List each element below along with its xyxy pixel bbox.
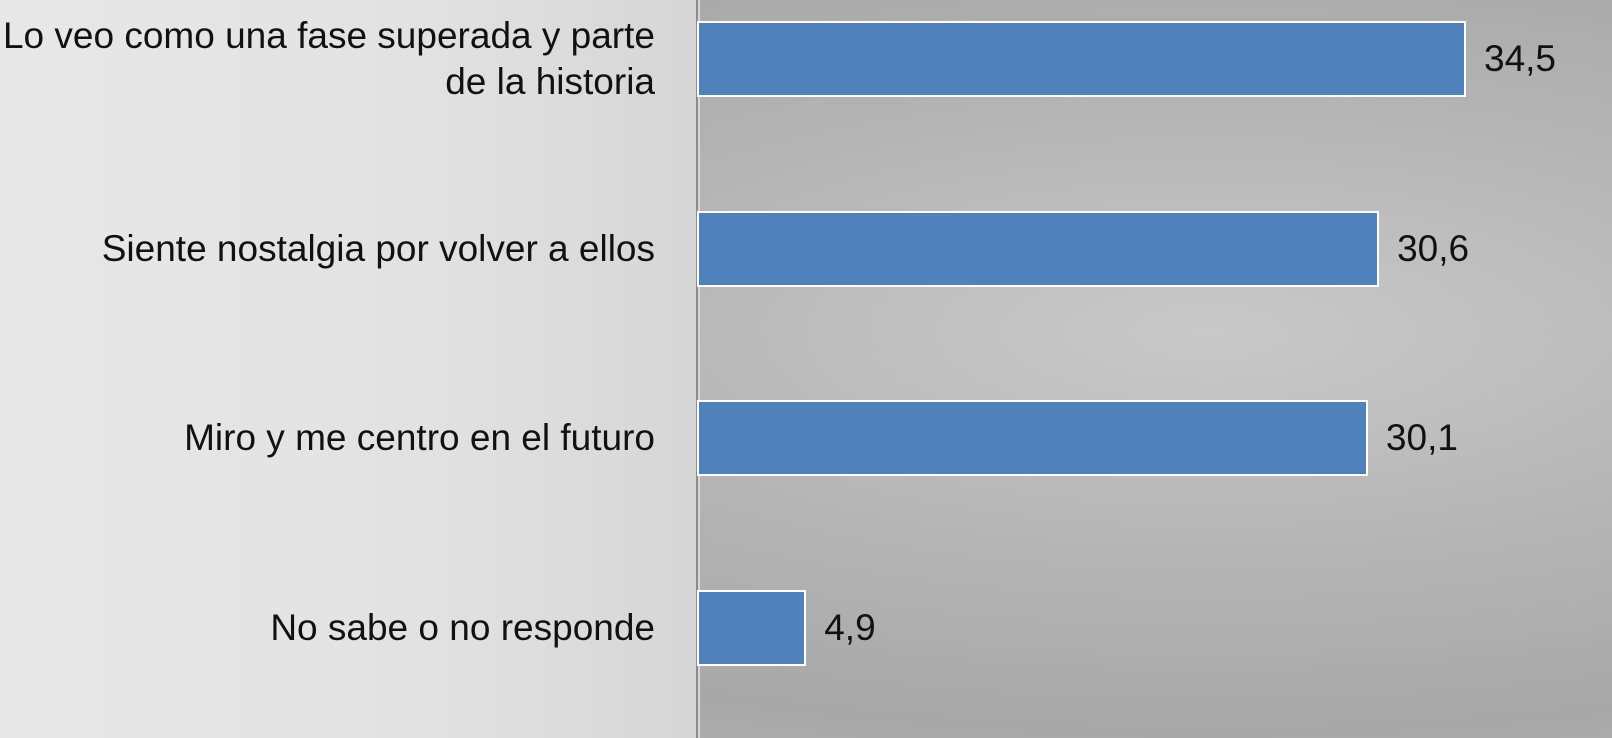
category-label: No sabe o no responde xyxy=(0,605,655,651)
data-label: 34,5 xyxy=(1484,36,1556,82)
bar xyxy=(697,590,806,666)
data-label: 30,1 xyxy=(1386,415,1458,461)
bar xyxy=(697,400,1368,476)
page: 34,5 Lo veo como una fase superada y part… xyxy=(0,0,1612,738)
bar xyxy=(697,21,1466,97)
data-label: 4,9 xyxy=(824,605,875,651)
category-label: Miro y me centro en el futuro xyxy=(0,415,655,461)
bar xyxy=(697,211,1379,287)
category-label: Siente nostalgia por volver a ellos xyxy=(0,226,655,272)
category-label: Lo veo como una fase superada y parte de… xyxy=(0,13,655,105)
data-label: 30,6 xyxy=(1397,226,1469,272)
